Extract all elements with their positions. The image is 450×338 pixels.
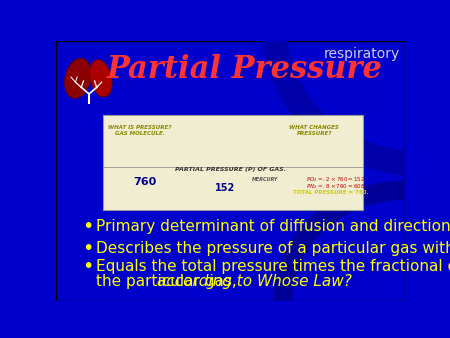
Text: •: •: [82, 239, 93, 258]
Text: the particular gas,: the particular gas,: [96, 274, 242, 289]
Text: •: •: [82, 272, 93, 291]
Text: PARTIAL PRESSURE (P) OF GAS.: PARTIAL PRESSURE (P) OF GAS.: [175, 167, 286, 172]
Text: WHAT IS PRESSURE?
GAS MOLECULE.: WHAT IS PRESSURE? GAS MOLECULE.: [108, 125, 172, 136]
Ellipse shape: [90, 59, 112, 97]
Text: 760: 760: [134, 177, 157, 187]
Text: MERCURY: MERCURY: [252, 177, 279, 182]
FancyBboxPatch shape: [56, 41, 405, 301]
Text: WHAT CHANGES
PRESSURE?: WHAT CHANGES PRESSURE?: [289, 125, 339, 136]
Text: 152: 152: [215, 183, 235, 193]
Text: •: •: [82, 258, 93, 276]
Ellipse shape: [64, 58, 91, 98]
Text: according to Whose Law?: according to Whose Law?: [158, 274, 352, 289]
Text: Describes the pressure of a particular gas within a mixture: Describes the pressure of a particular g…: [96, 241, 450, 256]
Text: Primary determinant of diffusion and direction: Primary determinant of diffusion and dir…: [96, 219, 450, 234]
Text: respiratory: respiratory: [324, 47, 400, 61]
Text: $PO_2 = .2 \times 760 = 152.$: $PO_2 = .2 \times 760 = 152.$: [306, 175, 367, 184]
Text: •: •: [82, 217, 93, 236]
Text: $PN_2 = .8 \times 760 = 608.$: $PN_2 = .8 \times 760 = 608.$: [306, 182, 366, 191]
Text: Partial Pressure: Partial Pressure: [107, 54, 382, 85]
Text: Equals the total pressure times the fractional concentration of: Equals the total pressure times the frac…: [96, 260, 450, 274]
Text: TOTAL PRESSURE = 760.: TOTAL PRESSURE = 760.: [293, 190, 369, 195]
FancyBboxPatch shape: [104, 115, 363, 210]
